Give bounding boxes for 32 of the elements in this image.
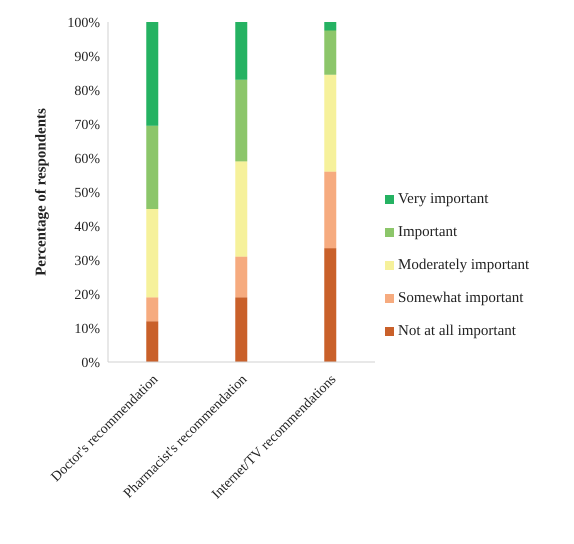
bar	[235, 22, 248, 80]
bar	[235, 161, 248, 257]
bar	[146, 297, 158, 322]
y-tick-label: 20%	[74, 288, 100, 303]
bar	[146, 22, 158, 126]
y-axis-title: Percentage of respondents	[33, 108, 50, 276]
bar	[324, 30, 336, 75]
bar	[235, 256, 248, 298]
y-tick-label: 10%	[74, 322, 100, 337]
y-tick-label: 100%	[67, 16, 100, 31]
y-tick-label: 50%	[74, 186, 100, 201]
legend-label: Not at all important	[398, 322, 516, 340]
bar	[146, 126, 158, 209]
bar	[324, 74, 336, 172]
bar	[324, 248, 336, 362]
y-tick-label: 40%	[74, 220, 100, 235]
bar	[324, 172, 336, 248]
legend-label: Somewhat important	[398, 290, 524, 306]
bar	[235, 80, 248, 162]
y-tick-label: 70%	[74, 118, 100, 133]
y-tick-label: 0%	[81, 356, 100, 371]
bar	[235, 297, 248, 362]
legend-label: Very important	[398, 190, 488, 208]
y-tick-label: 90%	[74, 50, 100, 65]
y-tick-label: 30%	[74, 254, 100, 269]
bar	[146, 209, 158, 298]
bar	[324, 22, 336, 30]
bar	[146, 321, 158, 362]
legend-label: Moderately important	[398, 256, 530, 274]
y-tick-label: 60%	[74, 152, 100, 167]
y-tick-label: 80%	[74, 84, 100, 99]
legend-label: Important	[398, 224, 458, 240]
